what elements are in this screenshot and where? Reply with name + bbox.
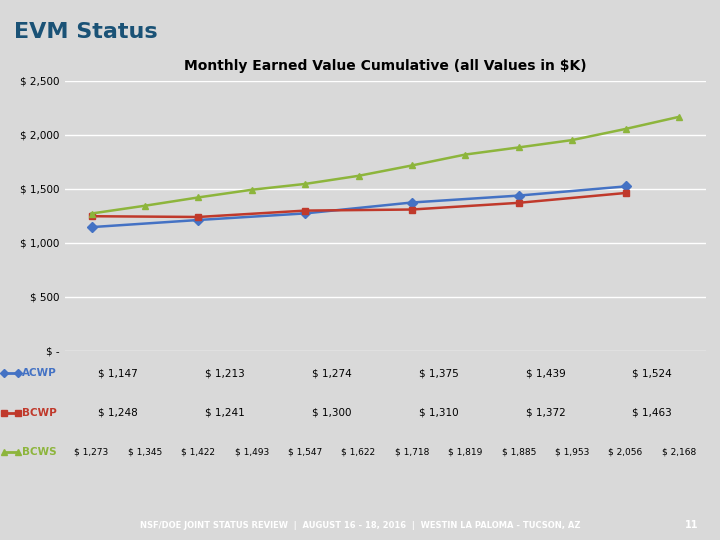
Text: $ 1,213: $ 1,213	[205, 368, 245, 379]
BCWP	[408, 206, 416, 213]
BCWP	[621, 190, 630, 196]
BCWS	[675, 113, 683, 120]
Text: $ 1,273: $ 1,273	[74, 448, 109, 457]
BCWS	[140, 202, 149, 209]
BCWP	[301, 207, 310, 214]
Text: ACWP: ACWP	[22, 368, 56, 379]
Text: $ 1,372: $ 1,372	[526, 408, 565, 418]
Text: $ 2,168: $ 2,168	[662, 448, 696, 457]
BCWS	[568, 137, 577, 143]
Text: $ 2,056: $ 2,056	[608, 448, 643, 457]
BCWS	[514, 144, 523, 151]
Text: BCWP: BCWP	[22, 408, 56, 418]
Text: $ 1,300: $ 1,300	[312, 408, 351, 418]
Text: $ 1,274: $ 1,274	[312, 368, 351, 379]
BCWS	[461, 151, 469, 158]
ACWP	[194, 217, 202, 223]
Text: $ 1,547: $ 1,547	[288, 448, 323, 457]
Text: $ 1,241: $ 1,241	[205, 408, 245, 418]
Text: $ 1,885: $ 1,885	[502, 448, 536, 457]
Title: Monthly Earned Value Cumulative (all Values in $K): Monthly Earned Value Cumulative (all Val…	[184, 59, 587, 73]
ACWP	[301, 210, 310, 217]
Text: $ 1,524: $ 1,524	[632, 368, 672, 379]
ACWP	[621, 183, 630, 190]
ACWP	[514, 192, 523, 199]
Text: 11: 11	[685, 520, 698, 530]
Text: $ 1,493: $ 1,493	[235, 448, 269, 457]
Text: $ 1,953: $ 1,953	[555, 448, 589, 457]
Text: $ 1,147: $ 1,147	[99, 368, 138, 379]
Text: $ 1,248: $ 1,248	[99, 408, 138, 418]
ACWP	[87, 224, 96, 231]
BCWS	[194, 194, 202, 201]
Text: $ 1,819: $ 1,819	[448, 448, 482, 457]
Text: $ 1,422: $ 1,422	[181, 448, 215, 457]
Text: $ 1,310: $ 1,310	[419, 408, 459, 418]
Text: $ 1,439: $ 1,439	[526, 368, 565, 379]
Text: NSF/DOE JOINT STATUS REVIEW  |  AUGUST 16 - 18, 2016  |  WESTIN LA PALOMA - TUCS: NSF/DOE JOINT STATUS REVIEW | AUGUST 16 …	[140, 521, 580, 530]
BCWP	[194, 214, 202, 220]
BCWP	[514, 200, 523, 206]
BCWS	[248, 186, 256, 193]
ACWP	[408, 199, 416, 206]
BCWS	[621, 126, 630, 132]
Text: BCWS: BCWS	[22, 447, 56, 457]
BCWS	[301, 181, 310, 187]
Text: $ 1,463: $ 1,463	[632, 408, 672, 418]
BCWS	[354, 173, 363, 179]
Text: $ 1,345: $ 1,345	[127, 448, 162, 457]
Text: $ 1,718: $ 1,718	[395, 448, 429, 457]
Text: EVM Status: EVM Status	[14, 22, 158, 42]
BCWP	[87, 213, 96, 219]
Text: $ 1,375: $ 1,375	[419, 368, 459, 379]
Line: BCWS: BCWS	[88, 113, 683, 217]
BCWS	[87, 210, 96, 217]
Line: ACWP: ACWP	[88, 183, 629, 231]
Text: $ 1,622: $ 1,622	[341, 448, 376, 457]
BCWS	[408, 162, 416, 168]
Line: BCWP: BCWP	[88, 190, 629, 220]
